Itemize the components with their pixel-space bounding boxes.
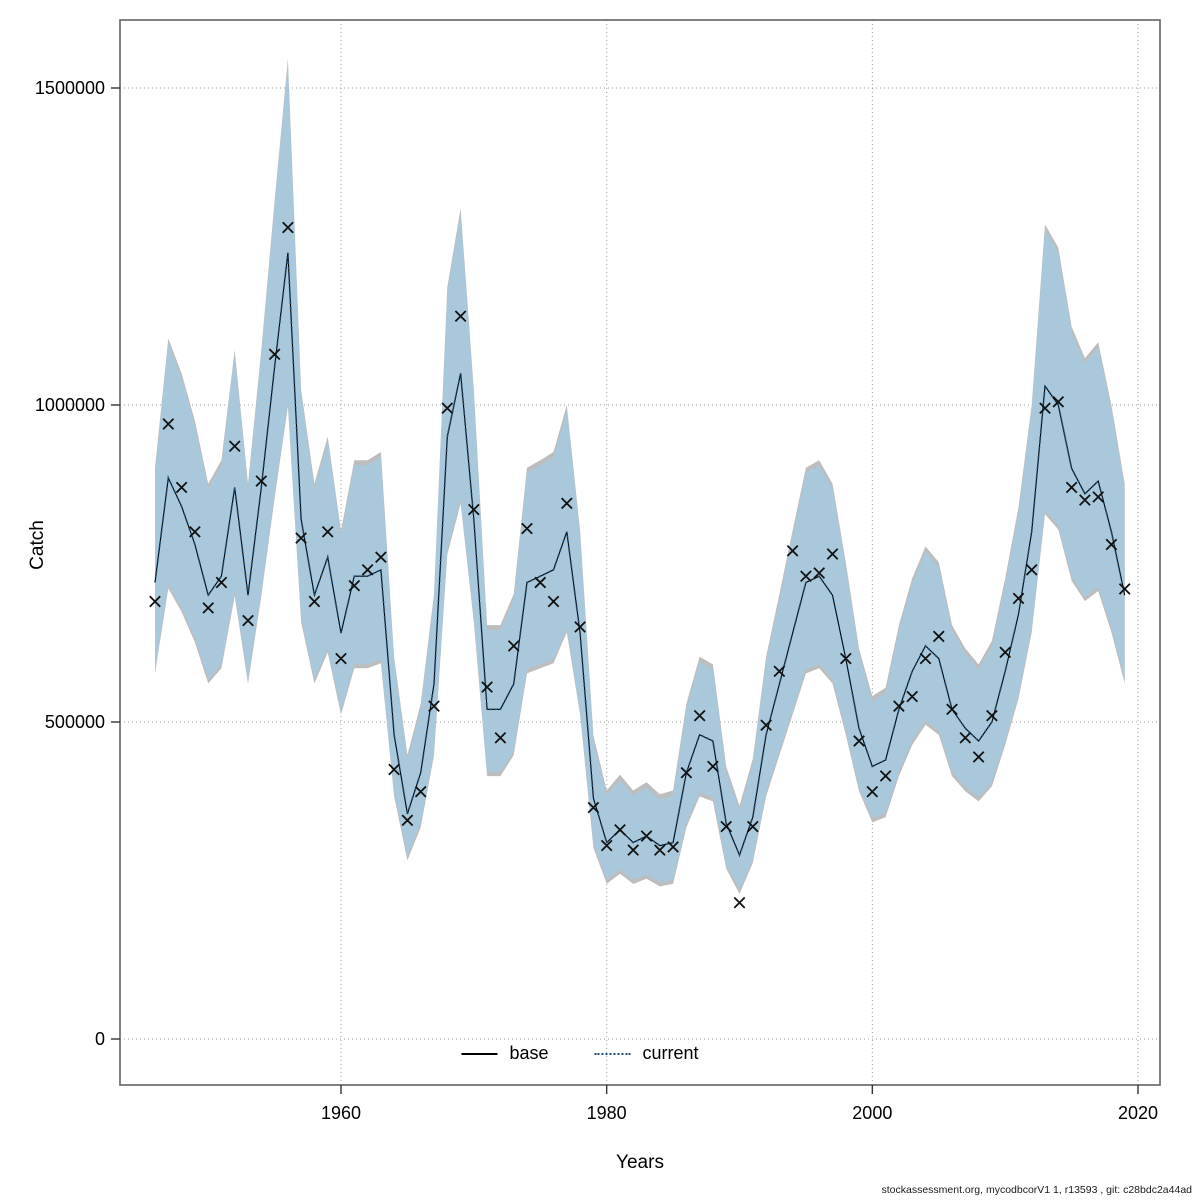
current-confidence-band: [155, 63, 1125, 890]
observed-catch-markers: [149, 221, 1131, 909]
legend: base current: [461, 1043, 699, 1064]
legend-current-label: current: [642, 1043, 699, 1063]
legend-base-label: base: [509, 1043, 549, 1063]
y-axis-label: Catch: [27, 520, 48, 570]
x-tick-label: 1980: [587, 1103, 627, 1123]
x-tick-label: 1960: [321, 1103, 361, 1123]
x-tick-label: 2000: [852, 1103, 892, 1123]
base-confidence-band: [155, 58, 1125, 894]
footer-credit: stockassessment.org, mycodbcorV1 1, r135…: [881, 1184, 1192, 1196]
y-tick-label: 0: [95, 1029, 105, 1049]
y-tick-label: 1500000: [35, 78, 105, 98]
x-axis-label: Years: [616, 1152, 664, 1173]
legend-item-base: base: [461, 1043, 549, 1064]
base-line-sample-icon: [461, 1052, 498, 1055]
current-line: [154, 252, 1126, 858]
y-tick-label: 1000000: [35, 395, 105, 415]
plot-frame: [119, 19, 1161, 1086]
legend-item-current: current: [594, 1043, 699, 1064]
y-tick-label: 500000: [45, 712, 105, 732]
current-line-sample-icon: [594, 1052, 631, 1055]
x-tick-label: 2020: [1118, 1103, 1158, 1123]
